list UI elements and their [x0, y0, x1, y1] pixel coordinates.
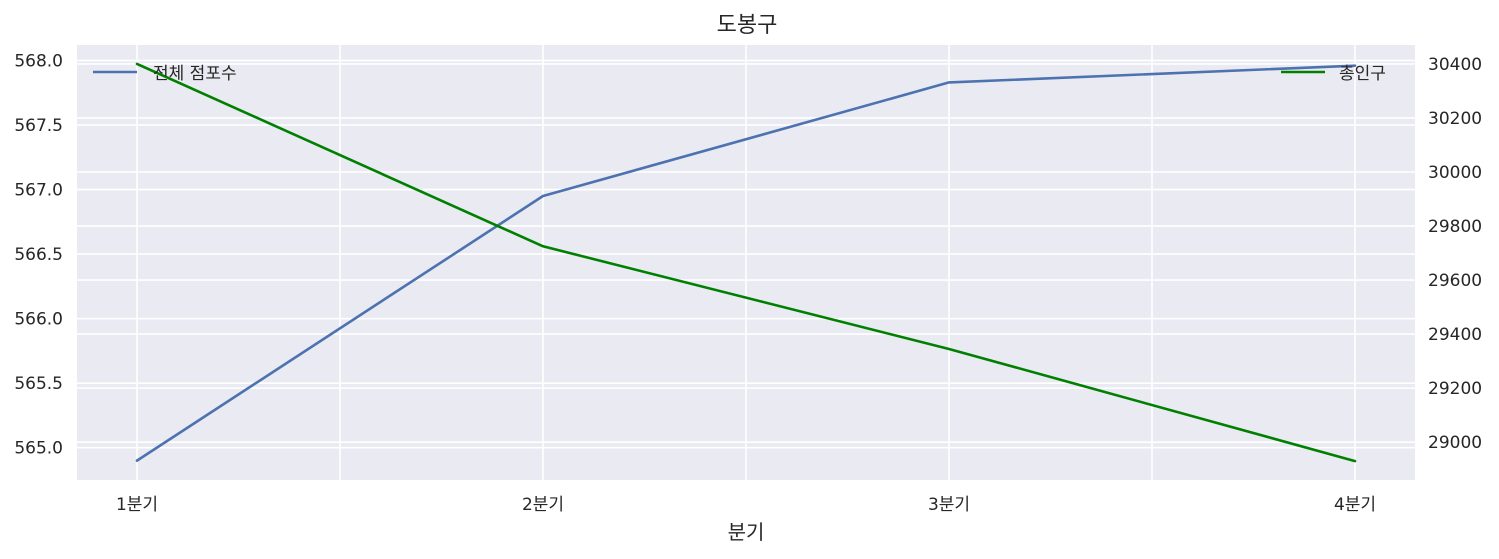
x-tick-label: 1분기	[116, 495, 158, 515]
series-line-0	[135, 64, 1357, 462]
legend-left: 전체 점포수	[93, 64, 237, 84]
right-tick-label: 29200	[1428, 379, 1482, 399]
right-y-axis: 29000 29200 29400 29600 29800 30000 30200 30400	[1428, 55, 1482, 453]
series-layer	[135, 62, 1357, 463]
grid	[77, 45, 1415, 480]
legend-right: 총인구	[1281, 64, 1386, 84]
left-tick-label: 567.5	[14, 116, 63, 136]
x-axis-title: 분기	[728, 520, 765, 544]
right-tick-label: 29000	[1428, 433, 1482, 453]
legend-left-label: 전체 점포수	[153, 64, 237, 84]
right-tick-label: 29400	[1428, 325, 1482, 345]
right-tick-label: 29800	[1428, 217, 1482, 237]
left-tick-label: 565.0	[14, 439, 63, 459]
left-tick-label: 566.5	[14, 245, 63, 265]
legend-right-label: 총인구	[1339, 64, 1386, 84]
x-tick-label: 4분기	[1334, 495, 1376, 515]
x-tick-label: 2분기	[522, 495, 564, 515]
right-tick-label: 30400	[1428, 55, 1482, 75]
x-tick-label: 3분기	[928, 495, 970, 515]
left-tick-label: 565.5	[14, 374, 63, 394]
series-line-1	[135, 62, 1357, 463]
right-tick-label: 29600	[1428, 271, 1482, 291]
left-y-axis: 565.0 565.5 566.0 566.5 567.0 567.5 568.0	[14, 51, 63, 458]
chart-title: 도봉구	[717, 13, 778, 38]
right-tick-label: 30200	[1428, 109, 1482, 129]
x-axis: 1분기 2분기 3분기 4분기	[116, 495, 1376, 515]
left-tick-label: 568.0	[14, 51, 63, 71]
left-tick-label: 566.0	[14, 310, 63, 330]
right-tick-label: 30000	[1428, 163, 1482, 183]
left-tick-label: 567.0	[14, 181, 63, 201]
